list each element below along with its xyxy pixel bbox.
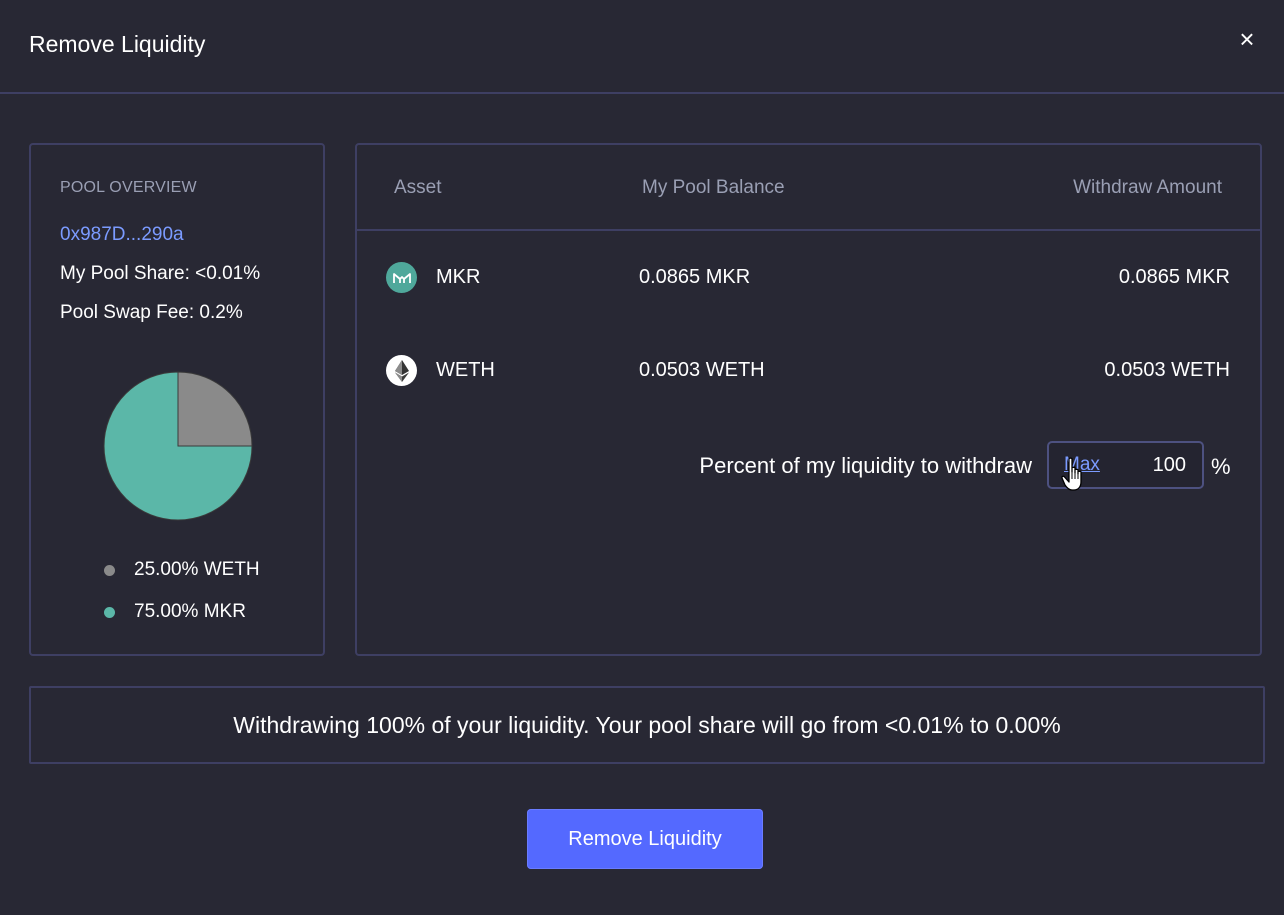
assets-card: Asset My Pool Balance Withdraw Amount MK… bbox=[355, 143, 1262, 656]
legend-dot-mkr bbox=[104, 606, 115, 618]
asset-withdraw-amount: 0.0503 WETH bbox=[1104, 359, 1230, 381]
assets-table-header: Asset My Pool Balance Withdraw Amount bbox=[357, 145, 1260, 231]
legend-label-mkr: 75.00% MKR bbox=[134, 601, 246, 622]
table-row: MKR 0.0865 MKR 0.0865 MKR bbox=[357, 259, 1260, 295]
table-row: WETH 0.0503 WETH 0.0503 WETH bbox=[357, 352, 1260, 388]
asset-name: MKR bbox=[436, 266, 481, 288]
pool-overview-card: POOL OVERVIEW 0x987D...290a My Pool Shar… bbox=[29, 143, 325, 656]
asset-name: WETH bbox=[436, 359, 495, 381]
asset-pool-balance: 0.0865 MKR bbox=[639, 266, 751, 288]
remove-liquidity-button[interactable]: Remove Liquidity bbox=[527, 809, 763, 869]
legend-item-mkr: 75.00% MKR bbox=[104, 600, 246, 624]
asset-pool-balance: 0.0503 WETH bbox=[639, 359, 765, 381]
legend-dot-weth bbox=[104, 564, 115, 576]
max-button[interactable]: Max bbox=[1064, 454, 1100, 475]
pool-overview-heading: POOL OVERVIEW bbox=[60, 179, 197, 196]
pool-address-link[interactable]: 0x987D...290a bbox=[60, 224, 184, 245]
legend-label-weth: 25.00% WETH bbox=[134, 559, 260, 580]
column-header-asset: Asset bbox=[394, 177, 442, 198]
asset-withdraw-amount: 0.0865 MKR bbox=[1118, 266, 1230, 288]
pool-composition-pie-chart bbox=[103, 371, 253, 521]
withdraw-percent-field[interactable]: Max bbox=[1047, 441, 1204, 489]
percent-sign: % bbox=[1211, 454, 1231, 479]
modal-header: Remove Liquidity × bbox=[0, 0, 1284, 94]
pool-swap-fee-text: Pool Swap Fee: 0.2% bbox=[60, 302, 243, 323]
maker-token-icon bbox=[386, 262, 417, 293]
withdraw-summary: Withdrawing 100% of your liquidity. Your… bbox=[29, 686, 1265, 764]
pie-slice-weth bbox=[177, 371, 253, 447]
modal-title: Remove Liquidity bbox=[29, 31, 206, 57]
column-header-withdraw-amount: Withdraw Amount bbox=[1073, 177, 1222, 198]
pool-share-text: My Pool Share: <0.01% bbox=[60, 263, 261, 284]
withdraw-percent-label: Percent of my liquidity to withdraw bbox=[699, 453, 1032, 478]
ethereum-token-icon bbox=[386, 355, 417, 386]
legend-item-weth: 25.00% WETH bbox=[104, 558, 260, 582]
close-icon[interactable]: × bbox=[1239, 24, 1255, 54]
column-header-pool-balance: My Pool Balance bbox=[642, 177, 785, 198]
withdraw-percent-input[interactable] bbox=[1116, 451, 1186, 479]
pie-slice-mkr bbox=[103, 371, 253, 521]
